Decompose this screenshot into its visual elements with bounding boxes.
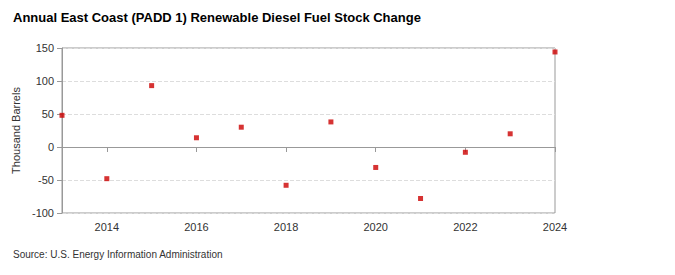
svg-text:2016: 2016 xyxy=(184,221,208,233)
svg-text:2024: 2024 xyxy=(543,221,567,233)
svg-text:-50: -50 xyxy=(38,174,54,186)
svg-text:100: 100 xyxy=(36,75,54,87)
svg-text:Thousand Barrels: Thousand Barrels xyxy=(10,87,22,174)
svg-text:2018: 2018 xyxy=(274,221,298,233)
svg-text:Source: U.S. Energy Informatio: Source: U.S. Energy Information Administ… xyxy=(13,249,223,260)
svg-text:150: 150 xyxy=(36,42,54,54)
svg-text:Annual East Coast (PADD 1) Ren: Annual East Coast (PADD 1) Renewable Die… xyxy=(13,10,421,25)
svg-text:0: 0 xyxy=(48,141,54,153)
svg-text:2014: 2014 xyxy=(95,221,119,233)
svg-text:-100: -100 xyxy=(32,207,54,219)
svg-text:2020: 2020 xyxy=(363,221,387,233)
svg-text:2022: 2022 xyxy=(453,221,477,233)
svg-text:50: 50 xyxy=(42,108,54,120)
